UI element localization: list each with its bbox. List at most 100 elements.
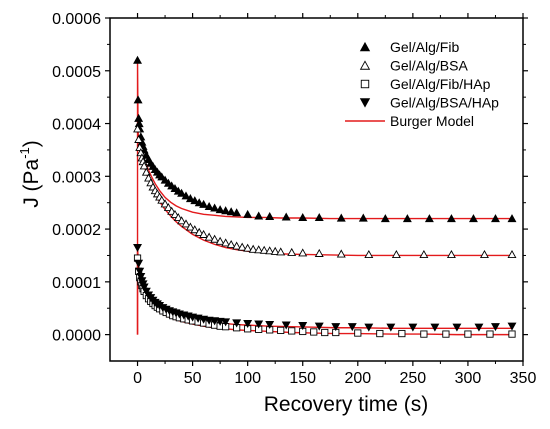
data-point (215, 236, 225, 245)
data-point (347, 323, 357, 332)
data-point (221, 318, 231, 327)
legend-label: Gel/Alg/BSA (390, 58, 468, 74)
legend-label: Burger Model (390, 113, 474, 129)
data-point (199, 199, 209, 208)
data-point (380, 214, 390, 223)
data-point (226, 239, 236, 248)
data-point (248, 244, 258, 253)
data-point (364, 249, 374, 258)
data-point (298, 322, 308, 331)
data-point (491, 214, 500, 223)
data-point (141, 167, 151, 176)
series-2 (133, 124, 517, 258)
data-point (232, 241, 242, 250)
data-point (133, 124, 142, 133)
data-point (420, 330, 428, 338)
data-point (210, 317, 220, 326)
data-point (464, 330, 472, 338)
data-point (194, 227, 204, 236)
data-point (402, 214, 412, 223)
data-point (265, 320, 275, 330)
data-point (474, 323, 484, 332)
data-point (210, 234, 220, 243)
data-point (321, 328, 329, 337)
x-tick-label: 0 (133, 370, 142, 387)
data-point (270, 246, 280, 255)
data-point (135, 267, 145, 276)
data-point (232, 319, 242, 328)
data-point (298, 248, 308, 257)
legend-marker (359, 60, 371, 70)
data-point (288, 327, 296, 335)
data-point (486, 330, 494, 338)
data-point (210, 203, 220, 212)
data-point (133, 95, 143, 104)
data-point (468, 214, 478, 223)
data-point (265, 211, 275, 221)
data-point (243, 319, 253, 328)
data-point (204, 201, 214, 210)
data-point (204, 232, 214, 241)
data-point (177, 188, 187, 197)
data-point (277, 326, 285, 334)
data-point (221, 238, 231, 247)
x-tick-label: 150 (289, 370, 316, 387)
data-point (199, 229, 209, 238)
y-axis-label-main: J (Pa (20, 158, 43, 207)
data-point (507, 322, 517, 331)
data-point (446, 214, 456, 223)
data-point (139, 161, 149, 170)
data-point (185, 222, 195, 231)
y-axis-label-close: ) (20, 140, 43, 147)
data-point (160, 199, 170, 208)
data-point (163, 203, 173, 212)
data-point (446, 249, 456, 258)
data-point (419, 249, 429, 258)
data-point (364, 323, 374, 332)
legend-label: Gel/Alg/Fib (390, 39, 459, 55)
data-point (181, 219, 191, 228)
data-point (204, 316, 214, 325)
data-point (194, 198, 204, 207)
y-tick-label: 0.0001 (52, 275, 101, 292)
y-tick-label: 0.0000 (52, 328, 101, 345)
data-point (254, 245, 264, 254)
data-point (452, 323, 462, 332)
data-point (181, 191, 191, 200)
legend-marker (359, 41, 371, 52)
data-point (265, 246, 275, 255)
x-tick-label: 300 (455, 370, 482, 387)
data-point (442, 330, 450, 338)
data-point (157, 195, 167, 204)
data-point (215, 317, 225, 326)
data-point (133, 243, 142, 252)
data-point (336, 249, 346, 258)
data-point (508, 330, 516, 338)
data-point (430, 323, 440, 332)
data-point (507, 249, 517, 258)
series-4 (133, 243, 517, 332)
data-point (491, 323, 500, 332)
data-point (281, 212, 291, 221)
y-tick-label: 0.0004 (52, 117, 101, 134)
data-point (314, 248, 324, 257)
y-tick-label: 0.0002 (52, 222, 101, 239)
data-point (254, 211, 264, 220)
data-point (314, 322, 324, 331)
data-point (190, 196, 200, 205)
data-point (232, 208, 242, 217)
x-tick-label: 100 (234, 370, 261, 387)
data-point (177, 216, 187, 225)
y-tick-label: 0.0005 (52, 64, 101, 81)
data-point (281, 321, 291, 330)
data-point (136, 272, 146, 282)
data-point (134, 134, 144, 143)
data-point (424, 214, 434, 223)
data-point (226, 207, 236, 216)
legend-label: Gel/Alg/BSA/HAp (390, 95, 499, 111)
data-point (398, 329, 406, 338)
data-point (243, 243, 253, 252)
y-axis-label-sup: -1 (17, 147, 32, 159)
